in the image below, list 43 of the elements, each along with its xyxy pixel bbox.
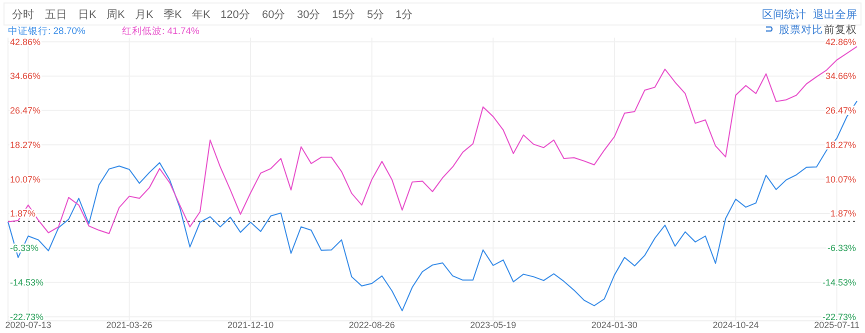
text: 1分 <box>396 9 413 21</box>
x-tick-label: 2025-07-11 <box>814 320 860 330</box>
x-tick-label: 2024-01-30 <box>591 320 638 330</box>
text: 退出全屏 <box>813 8 857 21</box>
x-tick-label: 2024-10-24 <box>712 320 759 330</box>
y-tick-label: 34.66% <box>10 71 41 82</box>
x-tick-label: 2021-03-26 <box>106 320 152 330</box>
y2-tick-label: 10.07% <box>825 174 856 184</box>
line-series <box>7 100 858 312</box>
y2-tick-label: -22.73% <box>822 312 856 322</box>
y-tick-label: 10.07% <box>10 174 41 184</box>
text: 60分 <box>262 9 286 21</box>
y-tick-label: -22.73% <box>10 312 44 322</box>
text: 日K <box>78 9 97 21</box>
x-tick-label: 2021-12-10 <box>228 320 274 330</box>
y2-tick-label: -14.53% <box>822 277 856 288</box>
text: 30分 <box>297 9 320 21</box>
text: 120分 <box>220 9 250 21</box>
text: 分时 <box>12 8 34 21</box>
text: 年K <box>192 9 211 21</box>
y-tick-label: 42.86% <box>10 36 41 47</box>
text: 季K <box>164 8 182 21</box>
text: 中证银行: 28.70% <box>8 25 86 37</box>
y2-tick-label: 42.86% <box>825 36 856 47</box>
y2-tick-label: 34.66% <box>825 71 856 82</box>
y-tick-label: -14.53% <box>10 277 44 288</box>
text: 周K <box>106 9 126 21</box>
x-tick-label: 2023-05-19 <box>470 320 516 330</box>
y-tick-label: 26.47% <box>10 106 41 116</box>
text: 股票对比 <box>779 23 823 36</box>
x-tick-label: 2020-07-13 <box>5 320 52 330</box>
y2-tick-label: 1.87% <box>830 208 856 219</box>
text: 15分 <box>332 9 356 21</box>
text: 五日 <box>45 9 67 21</box>
y2-tick-label: -6.33% <box>827 243 856 254</box>
text: 月K <box>135 9 154 21</box>
y-tick-label: 18.27% <box>10 140 41 150</box>
text: 红利低波: 41.74% <box>122 25 200 37</box>
text: 前复权 <box>824 24 857 36</box>
x-tick-label: 2022-08-26 <box>348 320 395 330</box>
text: 区间统计 <box>762 8 806 21</box>
text: 5分 <box>367 9 384 21</box>
line-series <box>7 46 858 234</box>
